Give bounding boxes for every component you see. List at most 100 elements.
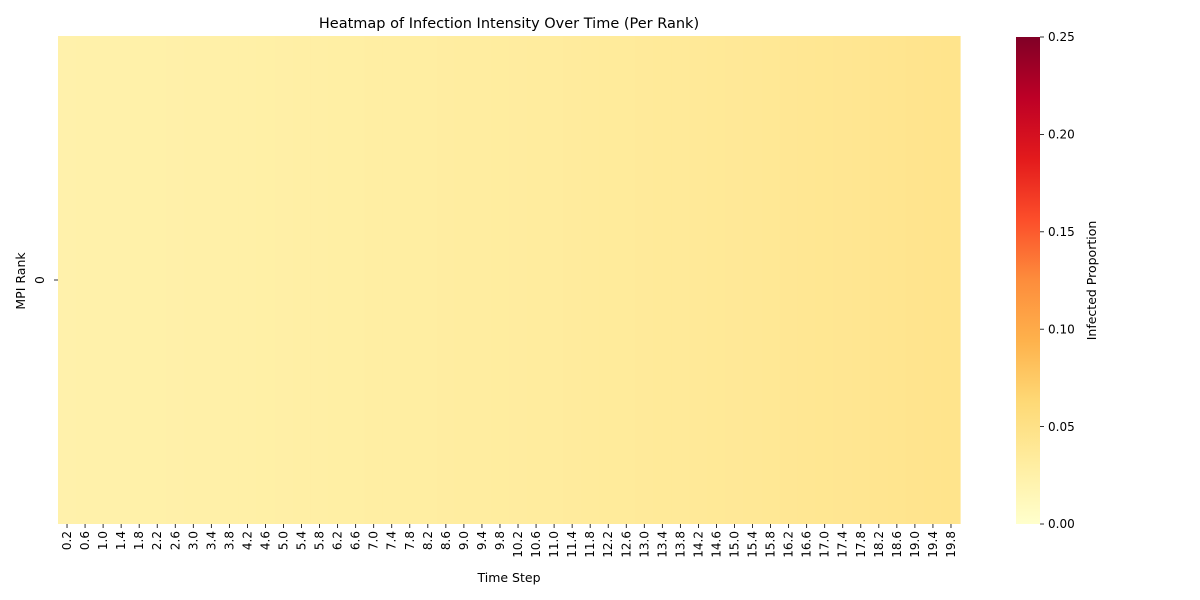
heatmap-cell: [671, 36, 690, 524]
x-tick-label: 9.8: [493, 531, 507, 550]
x-tick-label: 13.4: [655, 531, 669, 558]
x-tick-label: 17.8: [854, 531, 868, 558]
heatmap-cell: [923, 36, 943, 524]
x-tick-label: 10.6: [529, 531, 543, 558]
x-tick-label: 8.2: [421, 531, 435, 550]
heatmap-cell: [743, 36, 763, 524]
x-tick-label: 4.6: [258, 531, 272, 550]
x-tick-label: 11.8: [583, 531, 597, 558]
x-tick-label: 0.6: [78, 531, 92, 550]
colorbar-label: Infected Proportion: [1084, 221, 1099, 341]
heatmap-cell: [364, 36, 384, 524]
heatmap-cell: [599, 36, 618, 524]
heatmap-cell: [689, 36, 709, 524]
x-tick-label: 12.6: [619, 531, 633, 558]
heatmap-cell: [292, 36, 312, 524]
x-tick-label: 2.6: [168, 531, 182, 550]
x-tick-label: 3.4: [204, 531, 218, 550]
x-tick-label: 17.0: [818, 531, 832, 558]
chart-title: Heatmap of Infection Intensity Over Time…: [319, 16, 699, 32]
x-tick-label: 5.4: [295, 531, 309, 550]
x-tick-label: 12.2: [601, 531, 615, 558]
x-tick-label: 0.2: [60, 531, 74, 550]
y-axis-ticks: 0: [33, 276, 58, 284]
x-tick-label: 6.2: [331, 531, 345, 550]
heatmap-cell: [779, 36, 799, 524]
heatmap-cell: [833, 36, 853, 524]
heatmap-cell: [274, 36, 294, 524]
heatmap-cell: [472, 36, 492, 524]
heatmap-cell: [400, 36, 420, 524]
heatmap-cell: [328, 36, 348, 524]
heatmap-cell: [454, 36, 474, 524]
x-tick-label: 4.2: [240, 531, 254, 550]
heatmap-cell: [310, 36, 330, 524]
x-tick-label: 14.2: [691, 531, 705, 558]
x-tick-label: 18.6: [890, 531, 904, 558]
heatmap-cell: [653, 36, 672, 524]
x-tick-label: 7.0: [367, 531, 381, 550]
heatmap-cell: [112, 36, 131, 524]
heatmap-cell: [166, 36, 185, 524]
heatmap-cell: [220, 36, 239, 524]
x-axis-label: Time Step: [476, 570, 540, 585]
x-tick-label: 1.4: [114, 531, 128, 550]
colorbar-tick-label: 0.10: [1048, 322, 1075, 336]
heatmap-cell: [202, 36, 221, 524]
colorbar-tick-label: 0.00: [1048, 517, 1075, 531]
x-tick-label: 13.0: [637, 531, 651, 558]
heatmap-cell: [94, 36, 113, 524]
colorbar-tick-label: 0.20: [1048, 128, 1075, 142]
colorbar-gradient: [1016, 37, 1040, 524]
heatmap-cell: [887, 36, 907, 524]
heatmap-cell: [238, 36, 258, 524]
x-tick-label: 16.2: [782, 531, 796, 558]
x-tick-label: 7.4: [385, 531, 399, 550]
heatmap-cell: [761, 36, 781, 524]
heatmap-cell: [815, 36, 835, 524]
heatmap-cell: [905, 36, 925, 524]
x-tick-label: 19.4: [926, 531, 940, 558]
x-tick-label: 3.8: [222, 531, 236, 550]
x-tick-label: 2.2: [150, 531, 164, 550]
x-tick-label: 11.4: [565, 531, 579, 558]
x-tick-label: 1.0: [96, 531, 110, 550]
x-tick-label: 5.8: [313, 531, 327, 550]
heatmap-cell: [509, 36, 528, 524]
heatmap-cell: [58, 36, 77, 524]
heatmap-cell: [436, 36, 456, 524]
heatmap-cell: [545, 36, 564, 524]
heatmap-cell: [581, 36, 600, 524]
heatmap-cell: [617, 36, 636, 524]
colorbar-tick-label: 0.05: [1048, 420, 1075, 434]
x-tick-label: 6.6: [349, 531, 363, 550]
y-axis-label: MPI Rank: [13, 252, 28, 310]
y-tick-label: 0: [33, 276, 47, 284]
x-tick-label: 8.6: [439, 531, 453, 550]
colorbar: 0.00 0.05 0.10 0.15 0.20 0.25 Infected Proport…: [1016, 30, 1099, 531]
heatmap-cell: [346, 36, 366, 524]
heatmap-cell: [382, 36, 402, 524]
x-tick-label: 19.8: [944, 531, 958, 558]
x-tick-label: 15.4: [746, 531, 760, 558]
x-tick-label: 15.8: [764, 531, 778, 558]
x-tick-label: 18.2: [872, 531, 886, 558]
heatmap-cell: [130, 36, 149, 524]
heatmap-cell: [563, 36, 582, 524]
heatmap-cells: [58, 36, 961, 524]
heatmap-cell: [797, 36, 817, 524]
x-tick-label: 16.6: [800, 531, 814, 558]
x-tick-label: 7.8: [403, 531, 417, 550]
x-tick-label: 1.8: [132, 531, 146, 550]
heatmap-cell: [635, 36, 654, 524]
x-tick-label: 17.4: [836, 531, 850, 558]
x-tick-label: 13.8: [673, 531, 687, 558]
colorbar-tick-label: 0.25: [1048, 30, 1075, 44]
heatmap-cell: [707, 36, 727, 524]
heatmap-cell: [148, 36, 167, 524]
heatmap-cell: [869, 36, 889, 524]
heatmap-cell: [490, 36, 510, 524]
x-tick-label: 11.0: [547, 531, 561, 558]
x-tick-label: 3.0: [186, 531, 200, 550]
